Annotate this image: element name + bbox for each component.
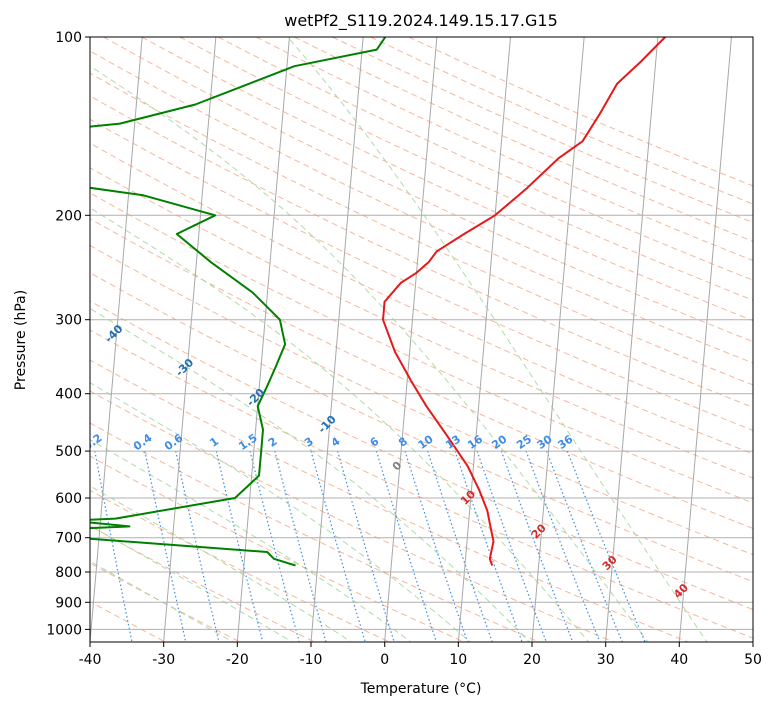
mixing-ratio-line bbox=[404, 450, 469, 642]
x-tick-label: 30 bbox=[597, 652, 615, 668]
x-tick-label: -10 bbox=[300, 652, 323, 668]
mixing-ratio-line bbox=[337, 450, 395, 642]
mixing-ratio-line bbox=[144, 450, 187, 642]
temperature-profile-line bbox=[382, 37, 666, 566]
y-tick-label: 200 bbox=[55, 208, 82, 224]
y-tick-label: 100 bbox=[55, 30, 82, 46]
dry-adiabat-line bbox=[90, 300, 753, 611]
mixing-ratio-line bbox=[310, 450, 366, 642]
y-tick-label: 600 bbox=[55, 491, 82, 507]
y-tick-label: 300 bbox=[55, 313, 82, 329]
isotherm-line bbox=[384, 37, 438, 642]
isotherm-line bbox=[310, 37, 364, 642]
plot-frame bbox=[89, 36, 754, 643]
y-tick-label: 500 bbox=[55, 444, 82, 460]
mixing-ratio-line bbox=[427, 450, 493, 642]
isotherm-line bbox=[236, 37, 290, 642]
isotherm-line bbox=[605, 37, 659, 642]
isotherm-line bbox=[90, 37, 143, 642]
y-tick-label: 1000 bbox=[46, 622, 82, 638]
x-tick-label: -20 bbox=[226, 652, 249, 668]
dry-adiabat-line bbox=[179, 37, 753, 301]
x-axis: -40 -30 -20 -10 0 10 20 30 40 50 bbox=[79, 642, 762, 668]
dry-adiabat-line bbox=[90, 118, 753, 431]
mixing-ratio-line bbox=[175, 450, 220, 642]
y-axis: 100 200 300 400 500 600 700 800 900 1000 bbox=[46, 30, 90, 638]
mixing-ratio-line bbox=[215, 450, 264, 642]
mixing-ratio-line bbox=[476, 450, 547, 642]
isotherms bbox=[90, 37, 753, 642]
isotherm-line bbox=[457, 37, 511, 642]
dry-adiabat-line bbox=[103, 37, 753, 343]
y-tick-label: 700 bbox=[55, 531, 82, 547]
isotherm-line bbox=[531, 37, 585, 642]
dry-adiabat-line bbox=[90, 192, 753, 504]
x-tick-label: 0 bbox=[380, 652, 389, 668]
pressure-gridlines bbox=[90, 37, 753, 630]
mixing-ratio-line bbox=[500, 450, 574, 642]
dry-adiabat-line bbox=[90, 95, 753, 408]
y-tick-label: 900 bbox=[55, 595, 82, 611]
moist-adiabat-line bbox=[90, 439, 412, 642]
x-tick-label: 40 bbox=[670, 652, 688, 668]
dry-adiabat-line bbox=[90, 329, 753, 639]
x-tick-label: -40 bbox=[79, 652, 102, 668]
dry-adiabat-line bbox=[90, 72, 753, 386]
x-tick-label: -30 bbox=[152, 652, 175, 668]
isotherm-line bbox=[678, 37, 732, 642]
dry-adiabat-line bbox=[90, 359, 690, 642]
isotherm-line bbox=[163, 37, 217, 642]
x-tick-label: 20 bbox=[523, 652, 541, 668]
mixing-ratio-line bbox=[454, 450, 523, 642]
chart-title: wetPf2_S119.2024.149.15.17.G15 bbox=[284, 11, 558, 31]
x-axis-title: Temperature (°C) bbox=[360, 681, 482, 697]
dry-adiabat-line bbox=[90, 50, 753, 364]
profile-series bbox=[90, 37, 666, 567]
y-tick-label: 400 bbox=[55, 387, 82, 403]
dewpoint-profile-line bbox=[90, 37, 387, 567]
x-tick-label: 10 bbox=[449, 652, 467, 668]
y-axis-title: Pressure (hPa) bbox=[13, 290, 29, 390]
moist-adiabat-line bbox=[90, 485, 353, 642]
x-tick-label: 50 bbox=[744, 652, 762, 668]
mixing-ratio-line bbox=[274, 450, 327, 642]
dry-adiabat-line bbox=[90, 218, 753, 530]
dry-adiabat-line bbox=[141, 37, 753, 322]
mixing-ratio-line bbox=[249, 450, 300, 642]
y-tick-label: 800 bbox=[55, 565, 82, 581]
